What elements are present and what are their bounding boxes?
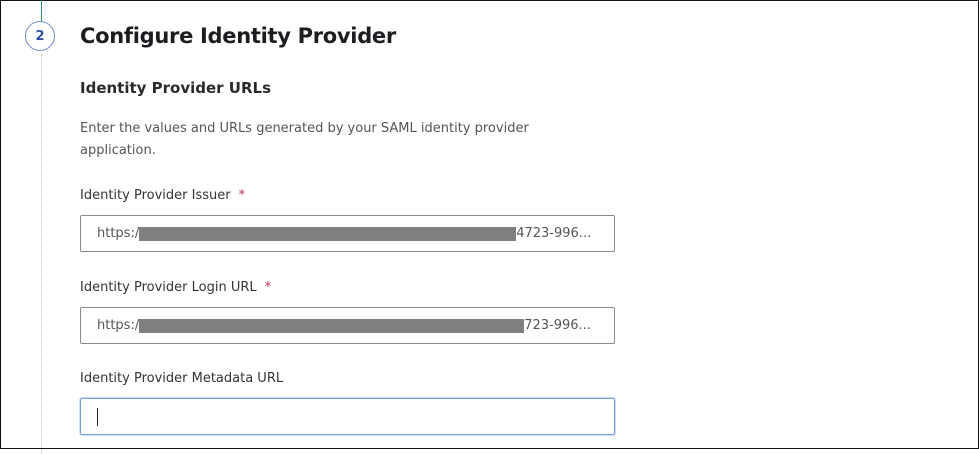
section-description: Enter the values and URLs generated by y… xyxy=(80,121,529,158)
redaction-bar xyxy=(139,226,517,241)
login-url-label: Identity Provider Login URL * xyxy=(80,280,271,295)
metadata-url-input[interactable] xyxy=(80,398,615,435)
required-marker: * xyxy=(238,188,246,203)
issuer-label: Identity Provider Issuer * xyxy=(80,188,245,203)
step-connector-line xyxy=(41,54,42,454)
login-url-value-suffix: 723-996... xyxy=(524,318,591,333)
login-url-value-prefix: https:/ xyxy=(97,318,140,333)
page-title: Configure Identity Provider xyxy=(80,24,396,48)
required-marker: * xyxy=(264,280,272,295)
issuer-label-text: Identity Provider Issuer xyxy=(80,188,231,203)
section-title: Identity Provider URLs xyxy=(80,79,272,97)
step-number-badge: 2 xyxy=(25,21,55,51)
issuer-value-prefix: https:/ xyxy=(97,226,140,241)
text-cursor xyxy=(97,407,98,426)
login-url-input[interactable]: https:/ 723-996... xyxy=(80,307,615,344)
issuer-value-suffix: 4723-996... xyxy=(516,226,592,241)
redaction-bar xyxy=(139,318,525,333)
step-progress-line xyxy=(41,0,42,21)
metadata-url-label: Identity Provider Metadata URL xyxy=(80,371,284,386)
login-url-label-text: Identity Provider Login URL xyxy=(80,280,257,295)
issuer-input[interactable]: https:/ 4723-996... xyxy=(80,215,615,252)
